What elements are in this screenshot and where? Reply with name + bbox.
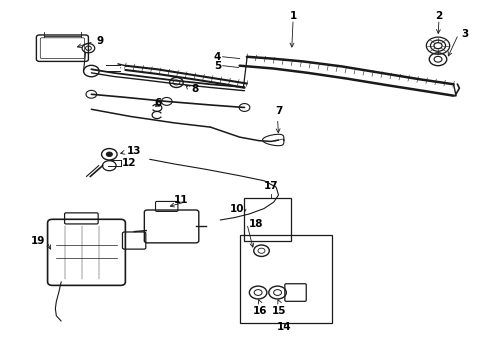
Text: 13: 13 — [126, 147, 141, 157]
Text: 2: 2 — [434, 11, 442, 21]
Text: 16: 16 — [252, 306, 267, 316]
Text: 4: 4 — [213, 52, 221, 62]
Text: 15: 15 — [272, 306, 286, 316]
Text: 9: 9 — [96, 36, 103, 46]
Text: 14: 14 — [277, 322, 291, 332]
Circle shape — [106, 152, 112, 157]
Bar — [244, 198, 290, 241]
Text: 1: 1 — [289, 11, 296, 21]
Text: 18: 18 — [248, 219, 263, 229]
Text: 11: 11 — [174, 195, 188, 204]
Text: 5: 5 — [213, 61, 221, 71]
Text: 3: 3 — [460, 29, 467, 39]
Text: 17: 17 — [264, 181, 278, 192]
Text: 8: 8 — [191, 84, 198, 94]
Text: 12: 12 — [122, 158, 136, 168]
Text: 19: 19 — [31, 236, 45, 246]
Text: 6: 6 — [154, 98, 162, 108]
Bar — [239, 235, 331, 323]
Text: 7: 7 — [274, 106, 282, 116]
Text: 10: 10 — [229, 204, 244, 214]
